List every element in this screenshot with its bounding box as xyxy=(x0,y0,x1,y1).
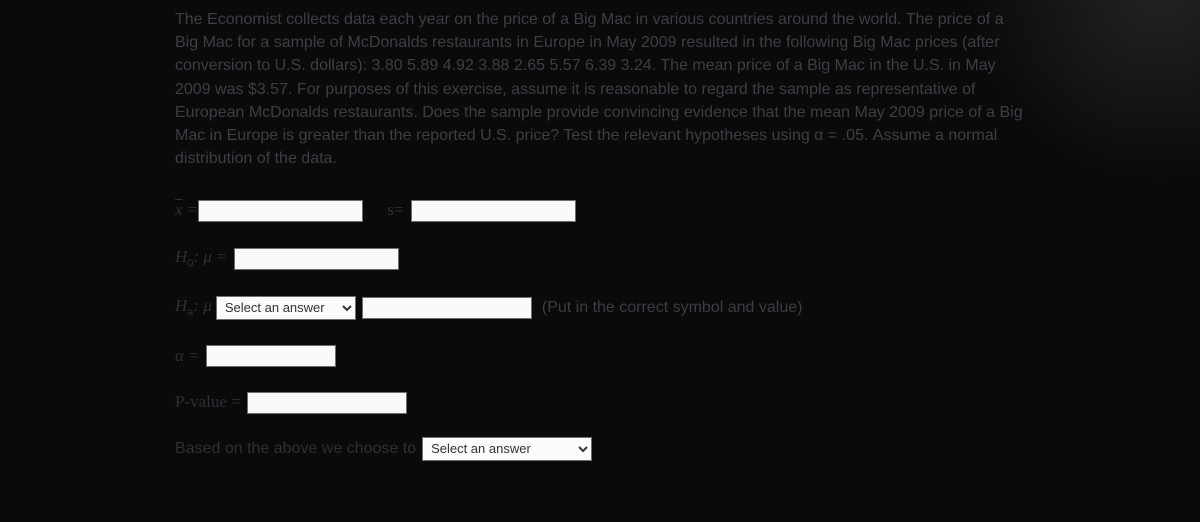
row-h0: H0: μ = xyxy=(175,245,1025,272)
label-s: s= xyxy=(387,198,403,223)
question-prompt: The Economist collects data each year on… xyxy=(175,8,1025,170)
label-h0: H0: μ = xyxy=(175,245,228,272)
label-ha: Ha: μ xyxy=(175,294,212,321)
row-ha: Ha: μ Select an answer (Put in the corre… xyxy=(175,294,1025,321)
row-conclusion: Based on the above we choose to Select a… xyxy=(175,437,1025,461)
question-block: The Economist collects data each year on… xyxy=(175,8,1025,461)
photographed-screen: The Economist collects data each year on… xyxy=(0,0,1200,522)
input-pvalue[interactable] xyxy=(247,392,407,414)
input-s[interactable] xyxy=(411,200,576,222)
label-pvalue: P-value = xyxy=(175,390,241,415)
label-alpha: α = xyxy=(175,344,200,369)
select-conclusion[interactable]: Select an answer xyxy=(422,437,592,461)
row-alpha: α = xyxy=(175,344,1025,369)
input-h0[interactable] xyxy=(234,248,399,270)
input-ha-value[interactable] xyxy=(362,297,532,319)
row-pvalue: P-value = xyxy=(175,390,1025,415)
input-alpha[interactable] xyxy=(206,345,336,367)
input-xbar[interactable] xyxy=(198,200,363,222)
row-sample-stats: x = s= xyxy=(175,198,1025,223)
select-ha-operator[interactable]: Select an answer xyxy=(216,296,356,320)
label-conclusion: Based on the above we choose to xyxy=(175,437,416,460)
label-xbar: x = xyxy=(175,198,198,223)
ha-hint: (Put in the correct symbol and value) xyxy=(542,296,803,319)
